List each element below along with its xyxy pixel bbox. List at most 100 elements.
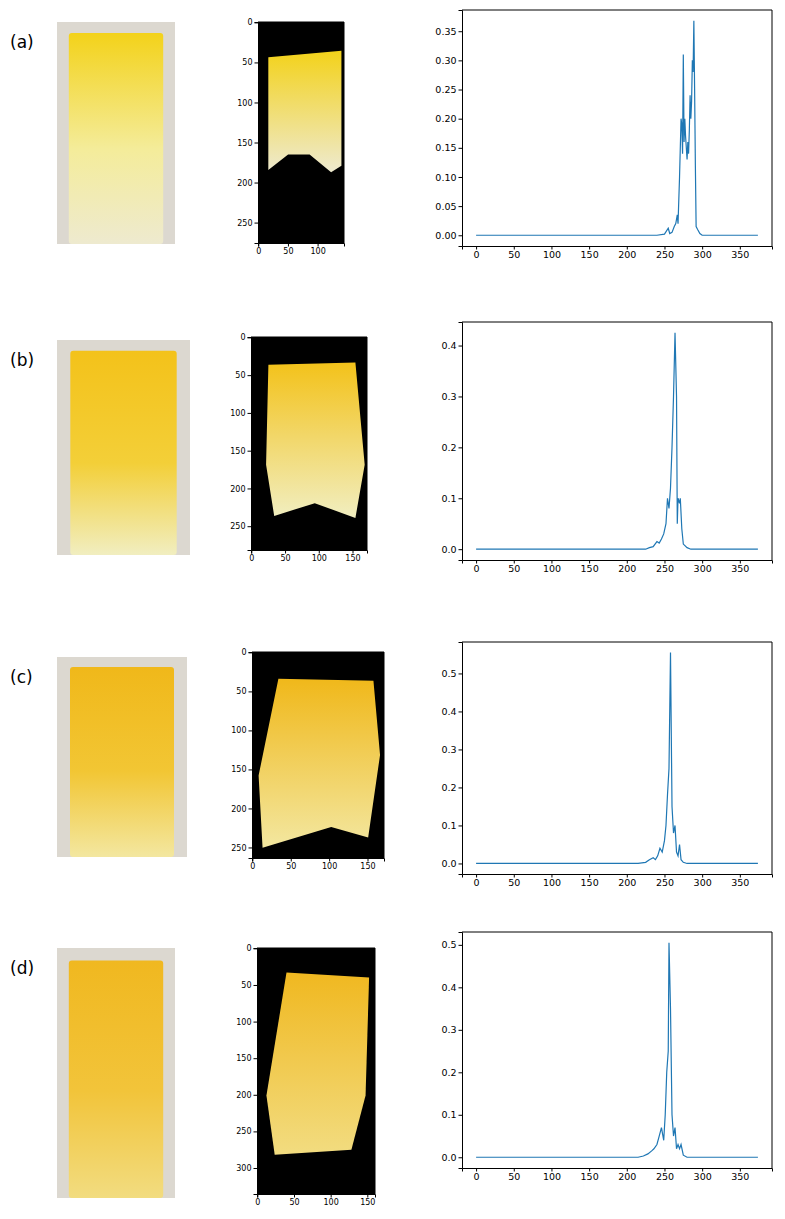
photo-background bbox=[57, 657, 187, 857]
tick-label: 50 bbox=[508, 563, 520, 574]
tick-label: 100 bbox=[231, 726, 246, 735]
tick: 0.0 bbox=[441, 1152, 462, 1163]
tick: 50 bbox=[508, 874, 520, 888]
tick-mark bbox=[459, 711, 463, 712]
tick-label: 100 bbox=[543, 249, 561, 260]
tick-mark bbox=[248, 337, 252, 338]
image-region bbox=[266, 973, 369, 1155]
tick: 0.30 bbox=[435, 55, 462, 66]
tick-label: 300 bbox=[694, 249, 712, 260]
axis: 0.00.10.20.30.40.5 bbox=[441, 643, 462, 875]
photo bbox=[57, 22, 175, 244]
tick: 200 bbox=[618, 1168, 636, 1182]
tick-mark bbox=[367, 1194, 368, 1198]
tick: 0 bbox=[246, 944, 257, 953]
tick: 0 bbox=[474, 1168, 480, 1182]
tick-mark bbox=[319, 550, 320, 554]
tick-label: 0 bbox=[241, 648, 246, 657]
axis-line bbox=[249, 653, 253, 859]
frame bbox=[462, 322, 772, 560]
tick: 50 bbox=[235, 371, 251, 380]
tick-mark bbox=[248, 375, 252, 376]
tick-mark bbox=[249, 769, 253, 770]
tick-mark bbox=[294, 1194, 295, 1198]
axis-line bbox=[258, 1195, 376, 1198]
line bbox=[476, 943, 758, 1158]
tick-mark bbox=[459, 60, 463, 61]
tick-label: 200 bbox=[618, 563, 636, 574]
tick-mark bbox=[254, 1095, 258, 1096]
tick: 150 bbox=[581, 560, 599, 574]
tick: 0.5 bbox=[441, 668, 462, 679]
tick-label: 0.0 bbox=[441, 544, 456, 555]
tick: 350 bbox=[731, 1168, 749, 1182]
plot-area bbox=[476, 333, 758, 549]
tick-label: 0 bbox=[474, 1171, 480, 1182]
tick-label: 100 bbox=[543, 877, 561, 888]
tick-label: 50 bbox=[283, 247, 293, 256]
tick: 100 bbox=[312, 550, 327, 563]
image-area bbox=[258, 22, 344, 243]
tick-mark bbox=[459, 863, 463, 864]
photo-strip bbox=[69, 961, 163, 1199]
plot-area bbox=[476, 21, 758, 236]
axis-line bbox=[259, 244, 345, 247]
tick-label: 0.3 bbox=[441, 744, 456, 755]
tick-mark bbox=[248, 451, 252, 452]
tick-label: 50 bbox=[508, 1171, 520, 1182]
tick: 100 bbox=[310, 243, 325, 256]
tick-mark bbox=[255, 102, 259, 103]
tick-mark bbox=[459, 749, 463, 750]
photo-strip bbox=[69, 33, 163, 244]
tick: 200 bbox=[231, 805, 252, 814]
tick-label: 0.05 bbox=[435, 201, 456, 212]
tick: 250 bbox=[656, 246, 674, 260]
tick-label: 0 bbox=[474, 249, 480, 260]
tick-label: 50 bbox=[289, 1198, 299, 1207]
tick-mark bbox=[249, 847, 253, 848]
tick: 150 bbox=[231, 765, 252, 774]
tick: 350 bbox=[731, 560, 749, 574]
tick-label: 50 bbox=[236, 687, 246, 696]
tick-label: 150 bbox=[236, 1054, 251, 1063]
axis: 0 50 100 bbox=[256, 243, 344, 256]
tick-mark bbox=[248, 413, 252, 414]
tick-mark bbox=[331, 1194, 332, 1198]
tick: 0.35 bbox=[435, 26, 462, 37]
tick-label: 0.1 bbox=[441, 493, 456, 504]
tick-mark bbox=[291, 858, 292, 862]
tick-mark bbox=[249, 691, 253, 692]
tick: 250 bbox=[656, 560, 674, 574]
tick: 0.4 bbox=[441, 706, 462, 717]
photo-strip bbox=[70, 351, 176, 555]
tick-mark bbox=[459, 825, 463, 826]
tick: 200 bbox=[618, 560, 636, 574]
frame bbox=[257, 948, 375, 1194]
tick-label: 0.20 bbox=[435, 113, 456, 124]
tick-label: 0 bbox=[250, 862, 255, 871]
tick: 300 bbox=[236, 1164, 257, 1173]
axis-line bbox=[252, 551, 368, 554]
tick-label: 300 bbox=[694, 563, 712, 574]
tick-label: 50 bbox=[280, 554, 290, 563]
tick-mark bbox=[459, 1030, 463, 1031]
tick-label: 0.30 bbox=[435, 55, 456, 66]
tick: 50 bbox=[508, 1168, 520, 1182]
image-region bbox=[266, 363, 365, 518]
axis: 050100150 bbox=[255, 1194, 375, 1207]
tick-label: 0.0 bbox=[441, 858, 456, 869]
tick: 150 bbox=[230, 447, 251, 456]
image-panel: 050100150050100150200250 bbox=[230, 333, 367, 563]
tick: 200 bbox=[236, 1091, 257, 1100]
tick-mark bbox=[255, 223, 259, 224]
tick-label: 0.2 bbox=[441, 442, 456, 453]
tick: 0.5 bbox=[441, 939, 462, 950]
tick-label: 0.1 bbox=[441, 1109, 456, 1120]
panel-label: (c) bbox=[10, 667, 33, 687]
line-panel: 0501001502002503003500.00.10.20.30.4 bbox=[441, 322, 772, 574]
tick-label: 150 bbox=[237, 139, 252, 148]
tick-mark bbox=[459, 498, 463, 499]
image-panel: 050100150050100150200250 bbox=[231, 648, 384, 871]
tick: 100 bbox=[543, 874, 561, 888]
tick-label: 0 bbox=[256, 247, 261, 256]
